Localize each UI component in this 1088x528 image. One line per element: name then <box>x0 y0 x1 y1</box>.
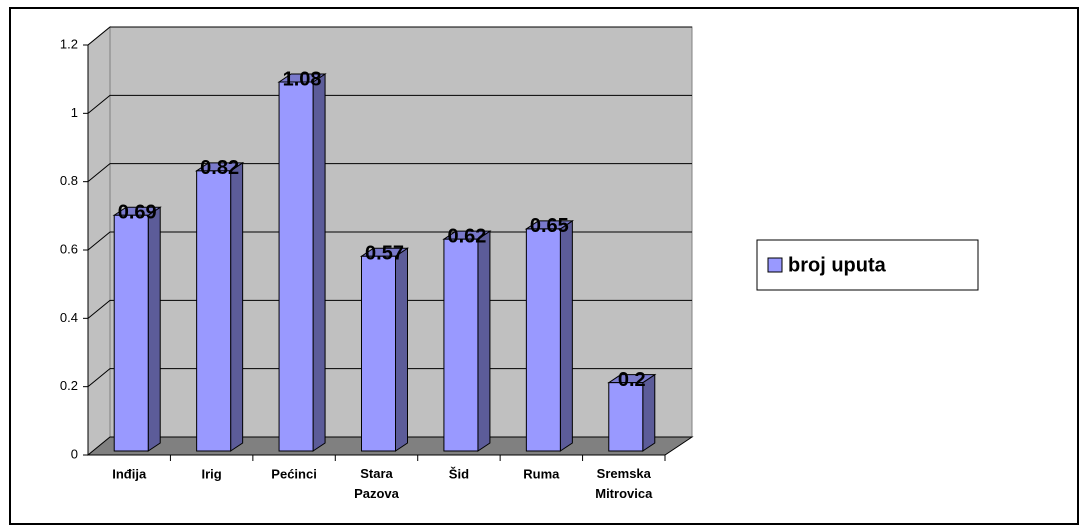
x-tick-label: Inđija <box>112 466 147 481</box>
bar-front <box>608 382 644 452</box>
grid-line <box>87 26 692 46</box>
data-label: 0.62 <box>447 225 486 247</box>
bar <box>359 247 410 452</box>
legend-label: broj uputa <box>788 254 887 276</box>
bar-side <box>230 161 244 452</box>
legend-swatch <box>767 257 783 273</box>
y-tick-label: 0.2 <box>60 378 78 393</box>
y-tick-label: 0.4 <box>60 310 78 325</box>
grid-line <box>87 163 692 183</box>
y-tick-label: 0.8 <box>60 173 78 188</box>
bar-front <box>113 214 149 452</box>
bar <box>194 161 245 452</box>
bar <box>442 230 492 452</box>
x-tick-label: Sremska Mitrovica <box>595 466 653 501</box>
x-tick-label: Šid <box>449 466 469 481</box>
bar-side <box>477 230 491 452</box>
y-tick-label: 1 <box>71 105 78 120</box>
bar <box>607 373 657 452</box>
x-tick-label: Stara Pazova <box>354 466 400 501</box>
x-tick-label: Irig <box>202 466 222 481</box>
bar-side <box>559 219 573 452</box>
bar-side <box>147 206 161 452</box>
y-tick-label: 1.2 <box>60 36 78 51</box>
grid-line <box>87 231 692 251</box>
data-label: 0.69 <box>118 202 157 224</box>
grid-line <box>87 368 692 388</box>
bar <box>524 219 575 452</box>
bar-front <box>196 170 232 452</box>
bar-front <box>443 238 479 452</box>
bar-side <box>395 247 408 452</box>
data-label: 0.57 <box>365 243 404 265</box>
grid-line <box>87 94 692 114</box>
y-tick-label: 0 <box>71 446 78 461</box>
legend <box>756 239 979 291</box>
bar-front <box>525 228 561 452</box>
y-tick-label: 0.6 <box>60 241 78 256</box>
x-tick-label: Pećinci <box>271 466 317 481</box>
bar <box>112 206 162 452</box>
bar-front <box>278 81 314 452</box>
data-label: 0.2 <box>618 369 646 391</box>
data-label: 1.08 <box>283 68 322 90</box>
x-tick-label: Ruma <box>523 466 560 481</box>
bar-front <box>361 255 396 452</box>
bar <box>277 73 327 452</box>
data-label: 0.65 <box>530 215 569 237</box>
grid-line <box>87 299 692 319</box>
data-label: 0.82 <box>200 157 239 179</box>
bar-side <box>312 73 326 452</box>
